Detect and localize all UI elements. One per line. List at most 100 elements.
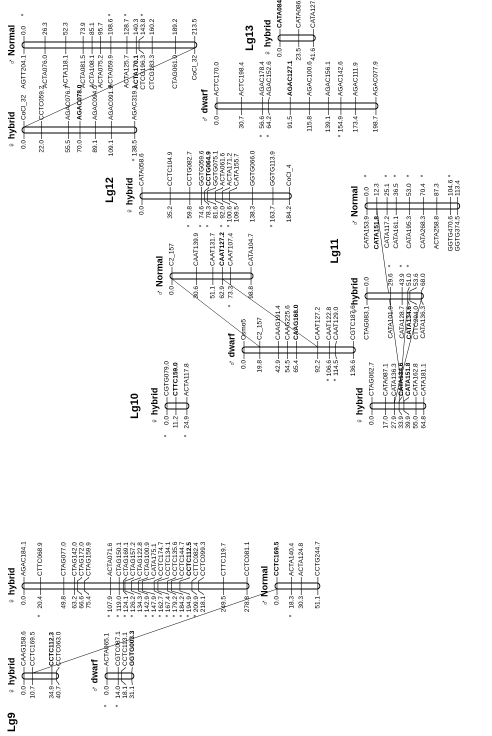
leader-line (131, 590, 141, 595)
distortion-flag: * (104, 704, 111, 707)
leader-line (204, 200, 209, 205)
marker-position: 184.2 (179, 596, 186, 613)
marker-position: 184.2 (286, 206, 293, 223)
marker-position: 124.1 (123, 596, 130, 613)
marker-position: 18.1 (122, 686, 129, 699)
marker-name: ACTA065.1 (104, 632, 111, 666)
leader-line (138, 577, 148, 582)
marker-name: CCTC169.5 (29, 631, 36, 666)
chromosome-bar (364, 202, 461, 210)
marker-position: 138.5 (132, 140, 139, 157)
leader-line (131, 577, 141, 582)
marker-name: ACTA108.1 (89, 55, 96, 89)
distortion-flag: * (123, 614, 130, 617)
leader-line (157, 590, 169, 595)
distortion-flag: * (198, 224, 205, 227)
chromosome-bar (274, 582, 321, 590)
distortion-flag: * (116, 614, 123, 617)
marker-position: 160.2 (149, 18, 156, 35)
marker-name: CTCG196.3 (140, 55, 147, 90)
marker-name: CCTC113.1 (122, 632, 129, 666)
leader-line (198, 577, 204, 582)
marker-position: 23.5 (296, 48, 303, 61)
marker-name: CATA134.6 (398, 362, 405, 396)
distortion-flag: * (384, 174, 391, 177)
marker-position: 49.8 (61, 596, 68, 609)
marker-position: 0.0 (104, 686, 111, 695)
marker-position: 31.1 (129, 686, 136, 699)
marker-position: 12.3 (374, 183, 381, 196)
marker-name: CATA162.8 (413, 363, 420, 396)
marker-name: AGAC127.1 (287, 60, 294, 96)
marker-position: 39.9 (405, 416, 412, 429)
marker-name: CTAG157.2 (130, 542, 137, 576)
marker-position: 59.8 (187, 206, 194, 219)
leader-line (268, 97, 270, 102)
leader-line (171, 590, 183, 595)
leader-line (124, 590, 134, 595)
marker-name: AGAC319.1 (132, 85, 139, 120)
marker-position: 29.6 (387, 273, 394, 286)
marker-position: 55.0 (413, 416, 420, 429)
marker-name: ACTA075.2 (97, 55, 104, 89)
marker-position: 0.0 (214, 116, 221, 125)
leader-line (335, 341, 337, 346)
distortion-flag: * (205, 224, 212, 227)
link-layer (23, 47, 422, 674)
marker-name: CATA101.9 (387, 306, 394, 339)
homology-link (394, 298, 422, 404)
marker-name: CTTC068.9 (37, 542, 44, 576)
leader-line (403, 397, 409, 402)
marker-position: 108.6 (108, 18, 115, 35)
marker-name: CCTC144.7 (179, 541, 186, 576)
marker-position: 189.2 (172, 18, 179, 35)
marker-name: CTTC294.0 (413, 306, 420, 340)
map-title: ♀ hybrid (6, 658, 16, 695)
marker-position: 198.7 (373, 116, 380, 133)
marker-position: 0.0 (364, 187, 371, 196)
marker-position: 107.9 (107, 596, 114, 613)
marker-position: 113.4 (454, 180, 461, 196)
marker-position: 140.3 (133, 18, 140, 35)
leader-line (124, 577, 134, 582)
distortion-flag: * (447, 174, 454, 177)
marker-name: CTTC082.4 (193, 542, 200, 576)
marker-name: CoCl_4 (286, 164, 293, 186)
marker-name: ACTC198.4 (238, 62, 245, 96)
group-label: Lg11 (329, 238, 341, 263)
marker-position: 126.2 (130, 596, 137, 613)
marker-name: AGAC077.9 (373, 61, 380, 96)
marker-position: 209.9 (193, 596, 200, 613)
marker-position: 53.6 (413, 273, 420, 286)
leader-line (204, 187, 209, 192)
marker-name: CTAG142.0 (71, 542, 78, 576)
leader-line (409, 287, 417, 292)
marker-position: 33.9 (398, 416, 405, 429)
marker-position: 136.6 (350, 360, 357, 377)
chromosome-bar (21, 582, 250, 590)
marker-name: CCTC169.5 (274, 541, 281, 576)
marker-position: 128.7 (124, 18, 131, 35)
marker-name: CATA127.4 (310, 0, 317, 28)
marker-name: ACTA170.1 (133, 55, 140, 89)
marker-position: 89.1 (92, 140, 99, 153)
marker-name: CATA175.1 (151, 543, 158, 576)
marker-position: 63.2 (71, 596, 78, 609)
marker-position: 70.4 (420, 183, 427, 196)
marker-name: CATA136.3 (420, 306, 427, 339)
map-layer: Lg9 ♀ hybrid 0.0 CAAG158.6 10.7 CCTC169.5 34.9… (6, 0, 462, 732)
marker-name: CAAG191.4 (275, 305, 282, 340)
leader-line (56, 680, 60, 685)
marker-position: 53.0 (406, 183, 413, 196)
marker-position: 100.6 (226, 206, 233, 223)
marker-position: 0.0 (364, 277, 371, 286)
leader-line (191, 577, 197, 582)
map-title: ♀ hybrid (6, 568, 16, 605)
chromosome-bar (21, 41, 198, 49)
chromosome-bar (21, 672, 60, 680)
marker-position: 194.9 (186, 596, 193, 613)
marker-position: 115.8 (306, 116, 313, 132)
marker-name: CTAG150.1 (116, 542, 123, 576)
marker-position: 22.0 (38, 140, 45, 153)
